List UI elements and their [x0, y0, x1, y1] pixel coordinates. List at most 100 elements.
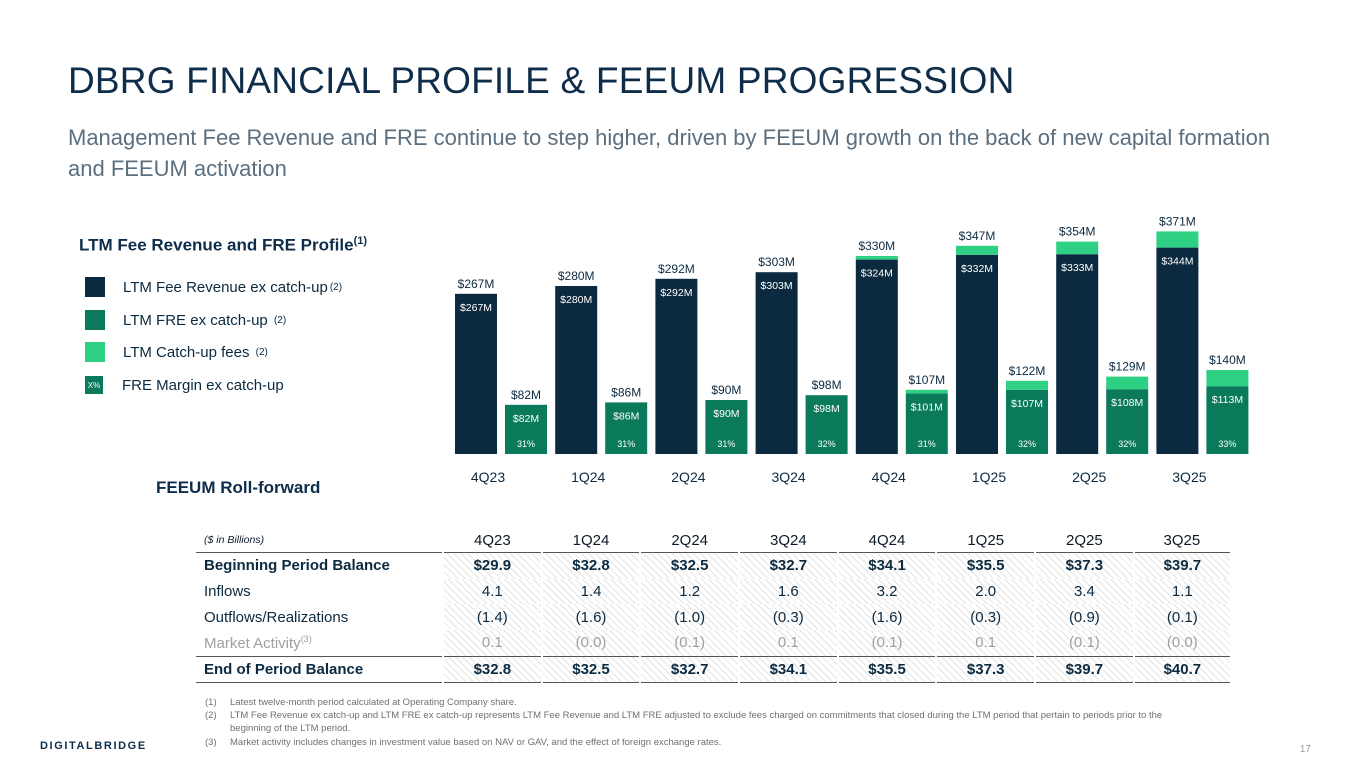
fre-margin-label: 33% [1218, 439, 1236, 449]
fre-total-label: $129M [1109, 360, 1146, 374]
revenue-ex-label: $324M [861, 268, 893, 280]
legend-sup-revenue: (2) [329, 281, 343, 293]
table-cell: $34.1 [836, 552, 937, 579]
revenue-ex-label: $332M [961, 263, 993, 275]
footnote-2: (2) LTM Fee Revenue ex catch-up and LTM … [205, 710, 1165, 735]
fre-bar [1206, 386, 1249, 454]
revenue-ex-label: $267M [460, 302, 492, 314]
revenue-total-label: $303M [758, 255, 795, 269]
table-cell: 1.4 [540, 578, 641, 605]
fre-total-label: $82M [511, 388, 541, 402]
table-cell: (0.9) [1034, 604, 1134, 631]
table-cell: $39.7 [1132, 552, 1230, 579]
table-cell: (1.6) [540, 604, 641, 631]
revenue-bar [755, 272, 798, 454]
legend-item-fre: LTM FRE ex catch-up (2) [85, 310, 286, 330]
fre-ex-label: $113M [1212, 394, 1243, 406]
revenue-catchup-bar [855, 256, 898, 260]
table-row-market-activity: Market Activity(3) 0.1 (0.0) (0.1) 0.1 (… [196, 630, 1230, 657]
table-cell: $34.1 [738, 655, 838, 684]
chart-section-title: LTM Fee Revenue and FRE Profile(1) [79, 235, 367, 256]
legend-label-catchup: LTM Catch-up fees [123, 343, 250, 361]
revenue-catchup-bar [1156, 231, 1199, 248]
revenue-total-label: $347M [959, 229, 996, 243]
fre-margin-label: 31% [717, 439, 735, 449]
footnote-number: (3) [205, 737, 217, 748]
table-cell: (0.3) [935, 604, 1036, 631]
legend-label-margin: FRE Margin ex catch-up [122, 376, 284, 394]
table-cell: $37.3 [935, 655, 1036, 684]
fre-bar [705, 400, 748, 454]
table-cell: 0.1 [935, 630, 1036, 657]
feeum-rollforward-table: ($ in Billions) 4Q23 1Q24 2Q24 3Q24 4Q24… [196, 528, 1230, 684]
legend-label-fre: LTM FRE ex catch-up [123, 311, 268, 329]
x-tick-label: 1Q24 [571, 469, 605, 485]
table-cell: (0.1) [1132, 604, 1230, 631]
table-cell: 4.1 [442, 578, 542, 605]
col-header: 2Q25 [1035, 528, 1134, 553]
row-label: Market Activity(3) [196, 630, 443, 656]
revenue-bar [1056, 254, 1099, 454]
fre-bar [805, 395, 848, 454]
legend-item-revenue: LTM Fee Revenue ex catch-up (2) [85, 277, 342, 297]
fre-ex-label: $98M [813, 403, 839, 415]
fre-ex-label: $90M [713, 408, 739, 420]
table-cell: 2.0 [935, 578, 1036, 605]
table-cell: 1.2 [639, 578, 740, 605]
fre-ex-label: $101M [911, 401, 943, 413]
fre-catchup-bar [1206, 370, 1249, 387]
row-label: End of Period Balance [196, 655, 443, 684]
fre-bar [505, 404, 547, 454]
table-cell: (0.0) [1132, 630, 1230, 657]
fre-total-label: $107M [908, 373, 945, 387]
footnote-3: (3) Market activity includes changes in … [205, 737, 1165, 750]
footnote-text: Latest twelve-month period calculated at… [230, 697, 517, 708]
revenue-total-label: $330M [858, 239, 895, 253]
fre-total-label: $140M [1209, 353, 1246, 367]
legend-sup-catchup: (2) [255, 346, 268, 358]
table-cell: 0.1 [442, 630, 542, 657]
fre-margin-label: 32% [1018, 439, 1036, 449]
x-tick-label: 4Q24 [872, 469, 906, 485]
digitalbridge-logo: DIGITALBRIDGE [40, 740, 147, 752]
legend-swatch-fre [85, 310, 105, 330]
legend-swatch-catchup [85, 342, 105, 362]
col-header: 1Q24 [541, 528, 641, 553]
revenue-bar [855, 259, 898, 454]
fre-bar [905, 393, 948, 454]
fee-revenue-fre-chart: $267M $267M $82M $82M 31% 4Q23 $280M $280M $86M $… [455, 214, 1249, 485]
table-cell: $32.5 [540, 655, 641, 684]
legend-sup-fre: (2) [273, 314, 287, 326]
x-tick-label: 2Q25 [1072, 469, 1106, 485]
row-label: Inflows [204, 583, 251, 601]
col-header: 4Q23 [443, 528, 542, 553]
footnote-number: (2) [205, 710, 217, 721]
revenue-total-label: $267M [458, 277, 495, 291]
revenue-catchup-bar [956, 245, 998, 255]
revenue-bar [655, 278, 698, 454]
table-cell: $32.8 [442, 655, 542, 684]
table-cell: (0.1) [836, 630, 937, 657]
chart-section-title-text: LTM Fee Revenue and FRE Profile [79, 235, 354, 255]
legend-item-margin: X% FRE Margin ex catch-up [85, 375, 284, 395]
table-cell: 3.4 [1034, 578, 1134, 605]
legend-swatch-revenue [85, 277, 105, 297]
fre-total-label: $86M [611, 385, 641, 399]
fre-margin-label: 31% [918, 439, 936, 449]
legend-swatch-margin: X% [85, 376, 103, 394]
footnote-text: LTM Fee Revenue ex catch-up and LTM FRE … [230, 710, 1163, 734]
revenue-ex-label: $280M [560, 294, 592, 306]
revenue-bar [455, 293, 497, 454]
chart-section-title-sup: (1) [353, 235, 368, 247]
x-tick-label: 3Q24 [771, 469, 805, 485]
fre-catchup-bar [1106, 376, 1149, 390]
table-row-inflows: Inflows 4.1 1.4 1.2 1.6 3.2 2.0 3.4 1.1 [196, 578, 1230, 605]
col-header: 3Q24 [739, 528, 838, 553]
table-cell: $37.3 [1034, 552, 1134, 579]
footnote-number: (1) [205, 697, 217, 708]
row-label-sup: (3) [300, 633, 312, 644]
table-cell: $40.7 [1132, 655, 1230, 684]
table-cell: 0.1 [738, 630, 838, 657]
table-cell: $39.7 [1034, 655, 1134, 684]
fre-ex-label: $108M [1111, 397, 1143, 409]
